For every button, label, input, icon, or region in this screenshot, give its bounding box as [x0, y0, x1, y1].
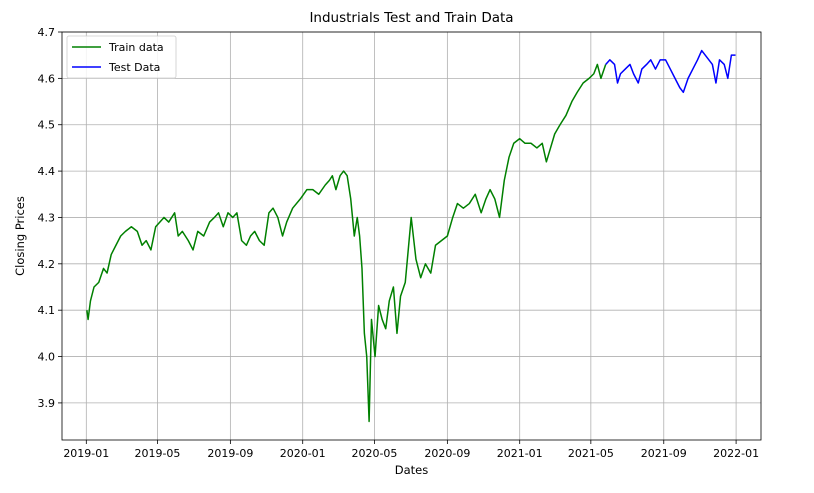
x-tick-label: 2021-09 — [641, 447, 687, 460]
series-line-test-data — [605, 49, 736, 94]
y-tick-label: 4.5 — [38, 119, 56, 132]
y-tick-label: 4.7 — [38, 26, 56, 39]
y-tick-label: 4.6 — [38, 72, 56, 85]
y-tick-label: 4.1 — [38, 304, 56, 317]
x-tick-label: 2020-01 — [280, 447, 326, 460]
legend-entry-test-data: Test Data — [108, 61, 160, 74]
y-tick-label: 4.2 — [38, 258, 56, 271]
y-tick-label: 4.3 — [38, 211, 56, 224]
x-tick-label: 2021-05 — [568, 447, 614, 460]
ticks: 2019-01 2019-05 2019-09 2020-01 2020-05 2020-… — [38, 26, 760, 460]
y-tick-label: 3.9 — [38, 397, 56, 410]
series-lines — [86, 49, 736, 423]
legend-entry-train-data: Train data — [108, 41, 164, 54]
legend: Train data Test Data — [66, 35, 177, 79]
chart-title: Industrials Test and Train Data — [309, 10, 513, 26]
x-tick-label: 2019-09 — [207, 447, 253, 460]
x-tick-label: 2019-05 — [134, 447, 180, 460]
y-axis-label: Closing Prices — [13, 196, 27, 276]
plot-frame — [61, 31, 762, 441]
x-tick-label: 2019-01 — [63, 447, 109, 460]
x-tick-label: 2020-09 — [424, 447, 470, 460]
y-tick-label: 4.4 — [38, 165, 56, 178]
x-axis-label: Dates — [395, 463, 428, 477]
y-tick-label: 4.0 — [38, 351, 56, 364]
x-tick-label: 2022-01 — [713, 447, 759, 460]
x-tick-label: 2020-05 — [351, 447, 397, 460]
x-tick-label: 2021-01 — [497, 447, 543, 460]
series-line-train-data — [86, 63, 607, 423]
